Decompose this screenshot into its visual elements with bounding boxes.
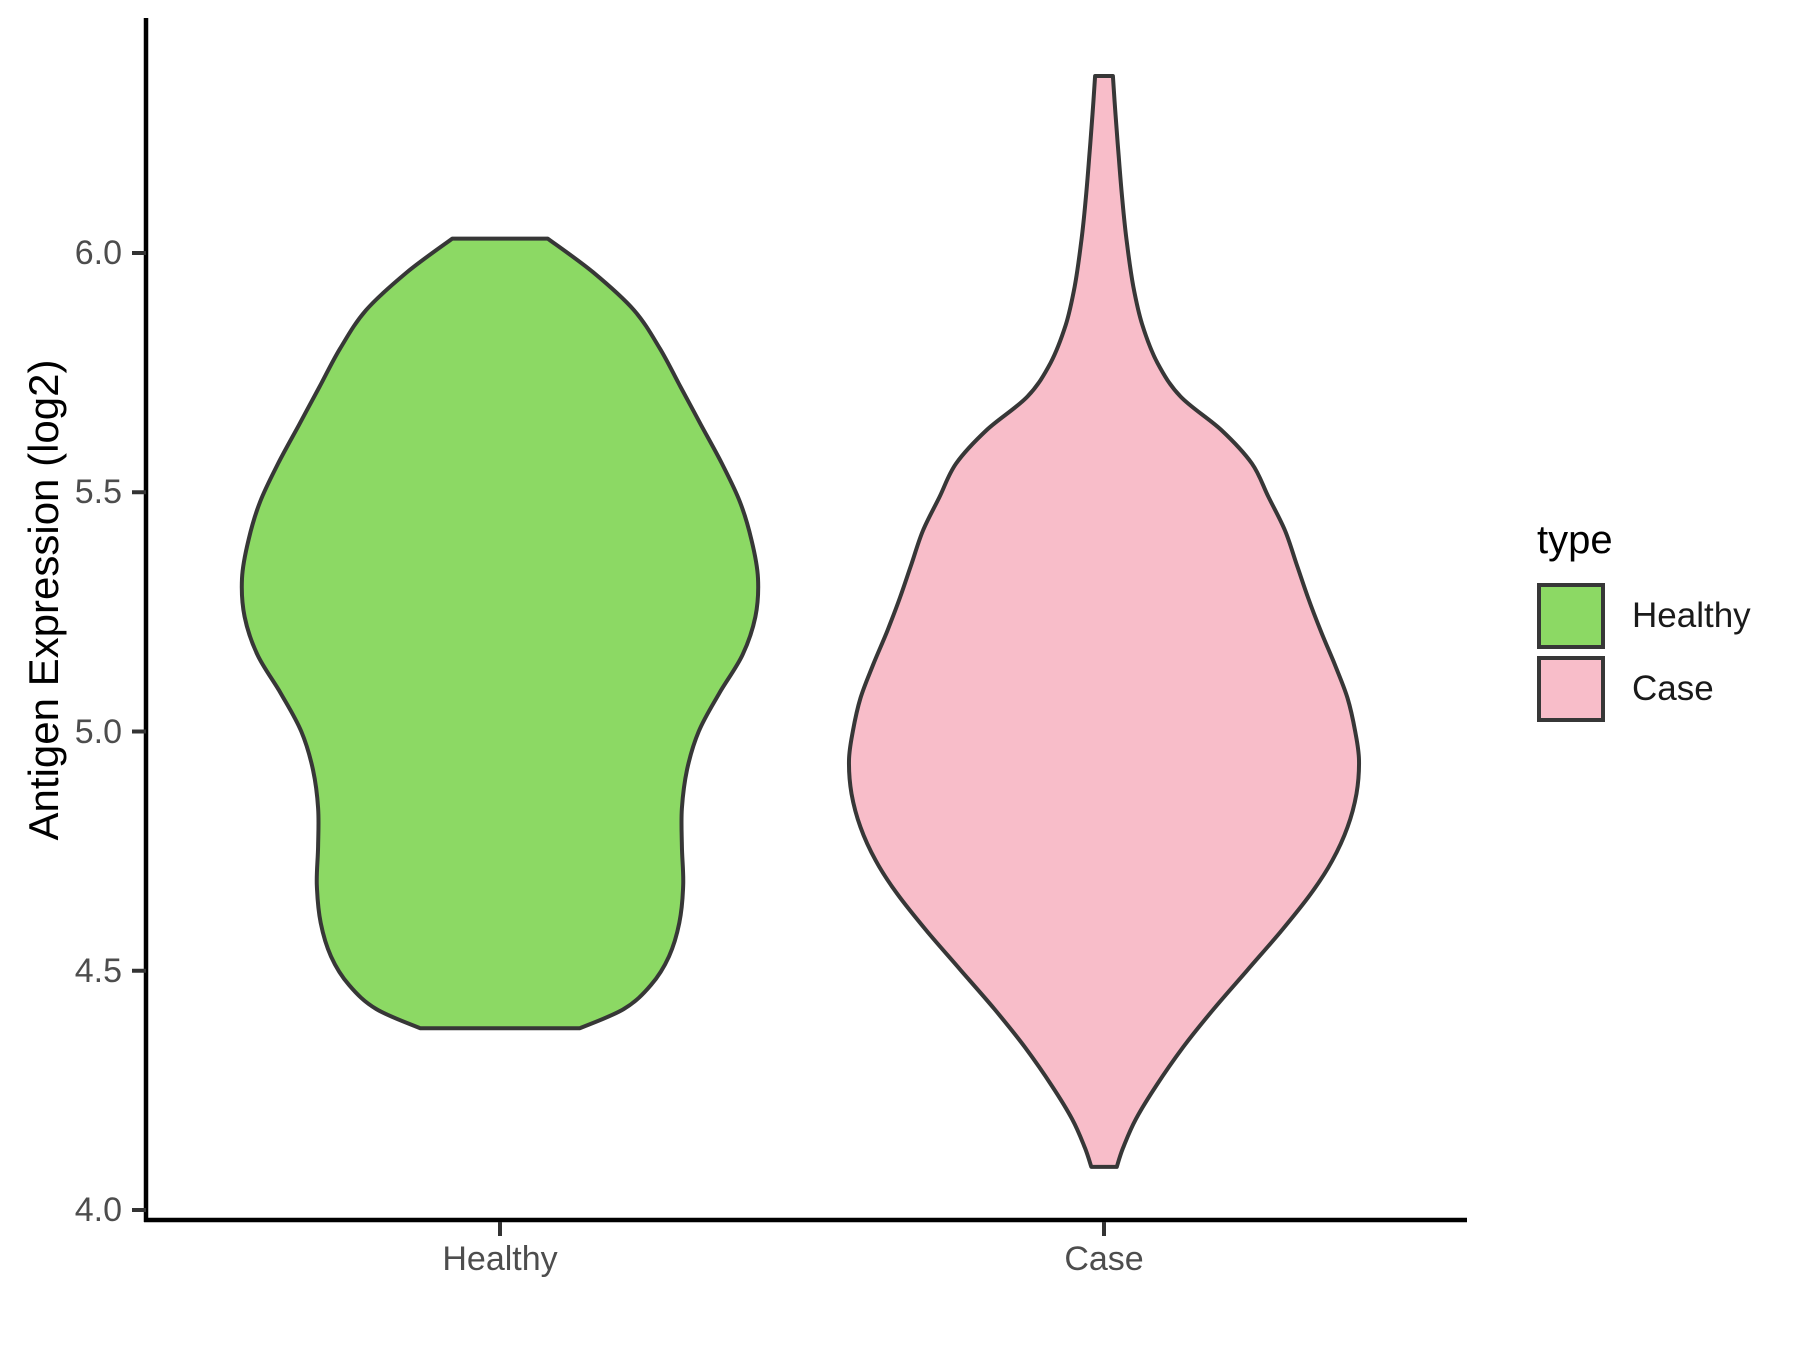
legend-key-healthy-swatch	[1537, 583, 1605, 649]
y-tick-label-4.0: 4.0	[74, 1191, 122, 1229]
legend-key-case-swatch	[1537, 656, 1605, 722]
legend-label-case: Case	[1632, 669, 1714, 708]
violin-healthy	[239, 236, 761, 1031]
legend-label-healthy: Healthy	[1632, 596, 1751, 635]
violin-case	[846, 74, 1362, 1169]
legend-title: type	[1537, 518, 1613, 562]
y-tick-label-5.5: 5.5	[74, 473, 122, 512]
legend: type Healthy Case	[1537, 518, 1751, 729]
x-tick-label-case: Case	[1064, 1240, 1144, 1278]
legend-entry-healthy: Healthy	[1537, 583, 1751, 649]
legend-entry-case: Case	[1537, 656, 1751, 722]
y-tick-label-5.0: 5.0	[74, 712, 122, 751]
y-tick-label-4.5: 4.5	[74, 951, 122, 990]
x-tick-label-healthy: Healthy	[442, 1240, 558, 1278]
y-axis-title: Antigen Expression (log2)	[20, 359, 67, 841]
y-tick-label-6.0: 6.0	[74, 234, 122, 272]
